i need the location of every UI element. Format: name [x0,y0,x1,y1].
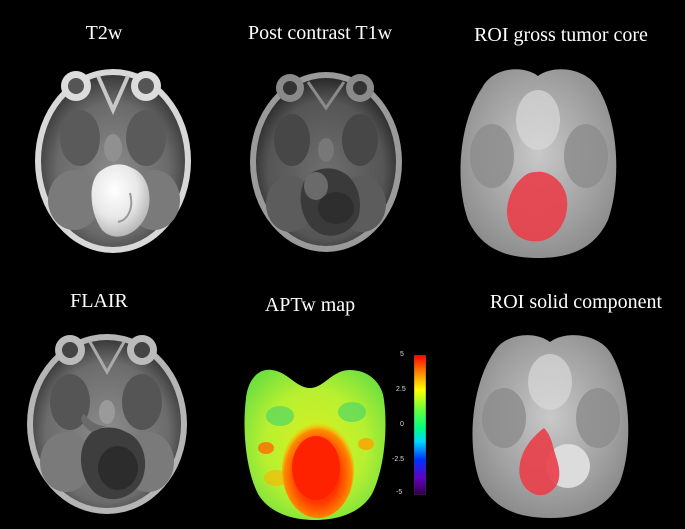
colorbar-gradient [414,355,426,495]
colorbar-tick: 2.5 [396,386,406,393]
label-roi-gross-tumor-core: ROI gross tumor core [474,24,648,46]
label-flair: FLAIR [70,290,128,312]
roi-solid-overlay [519,428,560,496]
roi-gross-overlay [507,171,568,242]
label-t2w: T2w [85,22,123,44]
colorbar-tick: 5 [400,351,404,358]
post-contrast-t1w-mri-image [250,72,402,252]
aptw-map-image [244,369,386,520]
label-roi-solid-component: ROI solid component [489,291,663,313]
roi-gross-tumor-core-image [460,69,617,258]
label-aptw-map: APTw map [264,294,356,316]
colorbar-tick: -5 [396,489,403,496]
colorbar-tick: 0 [400,421,404,428]
flair-mri-image [27,334,187,514]
aptw-colorbar: 5 2.5 0 -2.5 -5 [392,351,428,496]
t2w-mri-image [35,69,191,253]
roi-solid-component-image [472,335,629,518]
colorbar-tick: -2.5 [392,456,405,463]
label-post-contrast-t1w: Post contrast T1w [247,22,393,44]
